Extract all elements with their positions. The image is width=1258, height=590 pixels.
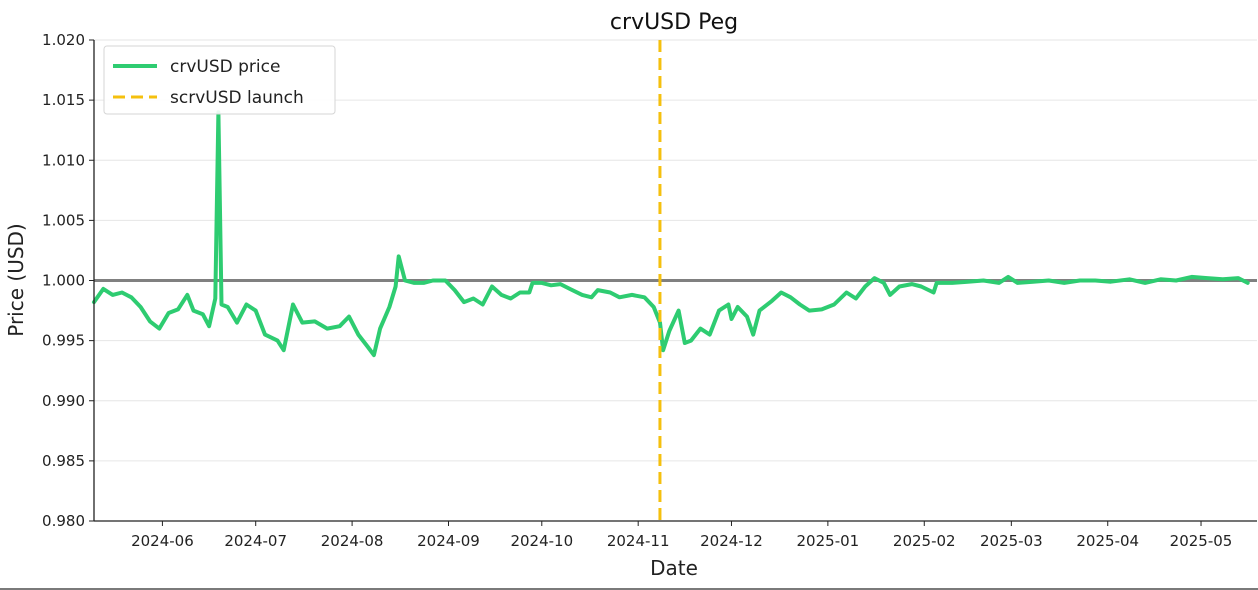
y-tick-label: 1.000	[42, 272, 85, 290]
x-tick-label: 2025-05	[1170, 532, 1233, 550]
crvusd-price-line	[92, 110, 1250, 358]
chart-title: crvUSD Peg	[610, 10, 738, 35]
x-tick-label: 2025-03	[980, 532, 1043, 550]
y-tick-label: 0.990	[42, 392, 85, 410]
legend-box	[103, 45, 336, 115]
y-tick-label: 0.980	[42, 512, 85, 530]
x-tick-label: 2024-08	[321, 532, 384, 550]
x-tick-label: 2024-06	[131, 532, 194, 550]
y-tick-label: 0.985	[42, 452, 85, 470]
window-bottom-border	[0, 588, 1258, 590]
x-tick-label: 2024-11	[607, 532, 670, 550]
x-axis-ticks: 2024-06 2024-07 2024-08 2024-09 2024-10 2024-…	[131, 521, 1232, 550]
x-tick-label: 2025-01	[797, 532, 860, 550]
y-tick-label: 1.010	[42, 151, 85, 169]
x-tick-label: 2025-02	[893, 532, 956, 550]
y-tick-label: 1.015	[42, 91, 85, 109]
legend-label-crvusd-price: crvUSD price	[170, 57, 280, 77]
y-tick-label: 0.995	[42, 332, 85, 350]
x-tick-label: 2024-07	[224, 532, 287, 550]
x-tick-label: 2025-04	[1076, 532, 1139, 550]
x-axis-title: Date	[650, 556, 698, 580]
y-tick-label: 1.005	[42, 211, 85, 229]
x-tick-label: 2024-09	[417, 532, 480, 550]
x-tick-label: 2024-10	[510, 532, 573, 550]
legend-label-scrvusd-launch: scrvUSD launch	[170, 88, 304, 108]
y-tick-label: 1.020	[42, 31, 85, 49]
legend: crvUSD price scrvUSD launch	[103, 45, 336, 115]
x-tick-label: 2024-12	[700, 532, 763, 550]
y-axis-ticks: 0.980 0.985 0.990 0.995 1.000 1.005 1.010 1.015…	[42, 31, 94, 530]
y-axis-title: Price (USD)	[4, 223, 28, 337]
